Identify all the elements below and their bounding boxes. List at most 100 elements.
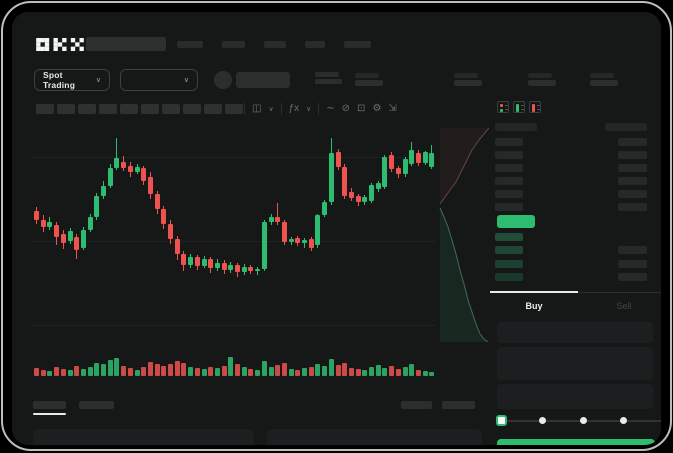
candle-wick bbox=[257, 266, 259, 276]
book-asks-icon[interactable] bbox=[529, 101, 541, 113]
candle-body bbox=[288, 238, 294, 243]
candle-body bbox=[308, 238, 314, 248]
timeframe-button-placeholder[interactable] bbox=[36, 104, 54, 114]
ob-bid-price-placeholder[interactable] bbox=[495, 246, 523, 254]
volume-bar bbox=[154, 364, 160, 376]
nav-item-placeholder[interactable] bbox=[305, 41, 325, 48]
stat-label-placeholder bbox=[355, 73, 379, 78]
volume-bar bbox=[288, 369, 294, 376]
tab-sell[interactable]: Sell bbox=[616, 301, 632, 311]
ob-header-amount-placeholder bbox=[605, 123, 647, 131]
settings-gear-icon[interactable]: ⚙ bbox=[372, 103, 382, 114]
stat-value-placeholder bbox=[590, 80, 618, 86]
nav-item-placeholder[interactable] bbox=[177, 41, 203, 48]
ob-icon-mark bbox=[521, 109, 524, 110]
volume-bar bbox=[134, 370, 140, 376]
ob-ask-price-placeholder[interactable] bbox=[495, 138, 523, 146]
toolbar-divider bbox=[280, 103, 282, 115]
indicators-icon[interactable]: ƒx bbox=[288, 103, 300, 114]
ob-bid-amount-placeholder bbox=[618, 246, 647, 254]
tab-buy[interactable]: Buy bbox=[525, 301, 543, 311]
slider-stop-dot[interactable] bbox=[660, 417, 661, 424]
toolbar-divider bbox=[318, 103, 320, 115]
ob-icon-mark bbox=[500, 104, 503, 107]
nav-item-placeholder[interactable] bbox=[344, 41, 371, 48]
timeframe-button-placeholder[interactable] bbox=[78, 104, 96, 114]
ob-ask-price-placeholder[interactable] bbox=[495, 164, 523, 172]
fullscreen-icon[interactable]: ⇲ bbox=[388, 103, 397, 114]
order-form-field-2[interactable] bbox=[497, 347, 653, 380]
volume-bar bbox=[127, 368, 133, 376]
candle-body bbox=[342, 166, 348, 196]
ob-ask-price-placeholder[interactable] bbox=[495, 203, 523, 211]
order-form-field-1[interactable] bbox=[497, 322, 653, 343]
book-combined-icon[interactable] bbox=[497, 101, 509, 113]
book-bids-icon[interactable] bbox=[513, 101, 525, 113]
slider-stop-dot[interactable] bbox=[539, 417, 546, 424]
timeframe-button-placeholder[interactable] bbox=[183, 104, 201, 114]
candle-body bbox=[395, 168, 401, 175]
chevron-down-icon[interactable]: ∨ bbox=[306, 105, 312, 113]
volume-bar bbox=[362, 370, 368, 376]
timeframe-button-placeholder[interactable] bbox=[225, 104, 243, 114]
market-type-dropdown[interactable]: Spot Trading ∨ bbox=[34, 69, 110, 91]
candle-body bbox=[40, 219, 46, 228]
timeframe-button-placeholder[interactable] bbox=[162, 104, 180, 114]
nav-item-placeholder[interactable] bbox=[264, 41, 286, 48]
candlestick-chart[interactable] bbox=[32, 122, 436, 344]
candle-body bbox=[221, 262, 227, 271]
ob-bid-price-placeholder[interactable] bbox=[495, 260, 523, 268]
measure-tool-icon[interactable]: ⊘ bbox=[341, 103, 351, 114]
nav-item-placeholder[interactable] bbox=[222, 41, 245, 48]
candle-body bbox=[261, 221, 267, 270]
slider-stop-dot[interactable] bbox=[579, 417, 587, 424]
ob-ask-price-placeholder[interactable] bbox=[495, 190, 523, 198]
chevron-down-icon[interactable]: ∨ bbox=[268, 105, 274, 113]
volume-bar bbox=[375, 365, 381, 376]
volume-bar bbox=[101, 364, 106, 376]
candle-body bbox=[194, 257, 200, 266]
pair-name-placeholder bbox=[236, 72, 290, 88]
timeframe-button-placeholder[interactable] bbox=[204, 104, 222, 114]
timeframe-button-placeholder[interactable] bbox=[57, 104, 75, 114]
volume-bar bbox=[429, 372, 435, 376]
volume-bar bbox=[335, 365, 341, 376]
candle-wick bbox=[277, 203, 279, 225]
candle-body bbox=[335, 151, 341, 167]
chart-gridline bbox=[32, 157, 436, 158]
depth-chart bbox=[439, 127, 489, 342]
line-tool-icon[interactable]: ∼ bbox=[326, 103, 335, 114]
timeframe-button-placeholder[interactable] bbox=[141, 104, 159, 114]
chart-style-icon[interactable]: ◫ bbox=[252, 103, 262, 114]
order-history-tab[interactable] bbox=[79, 401, 114, 409]
ob-last-price-badge[interactable] bbox=[497, 215, 535, 228]
ob-ask-price-placeholder[interactable] bbox=[495, 151, 523, 159]
ob-icon-mark bbox=[505, 105, 508, 106]
ob-bid-price-placeholder[interactable] bbox=[495, 233, 523, 241]
pair-search-dropdown[interactable]: ∨ bbox=[120, 69, 198, 91]
slider-stop-dot[interactable] bbox=[620, 417, 627, 424]
volume-bars bbox=[32, 348, 436, 376]
ob-bid-price-placeholder[interactable] bbox=[495, 273, 523, 281]
order-form-field-3[interactable] bbox=[497, 384, 653, 409]
candle-body bbox=[147, 176, 153, 194]
ob-icon-mark bbox=[505, 109, 508, 110]
bottom-action-button-1[interactable] bbox=[401, 401, 432, 409]
timeframe-button-placeholder[interactable] bbox=[99, 104, 117, 114]
ob-icon-mark bbox=[500, 109, 503, 112]
amount-slider-handle[interactable] bbox=[496, 415, 507, 426]
candle-body bbox=[107, 168, 113, 187]
candle-body bbox=[235, 264, 240, 273]
volume-bar bbox=[80, 369, 86, 376]
snapshot-icon[interactable]: ⊡ bbox=[357, 103, 366, 114]
volume-bar bbox=[214, 368, 220, 376]
volume-bar bbox=[121, 366, 127, 376]
volume-bar bbox=[281, 363, 287, 376]
candle-body bbox=[248, 266, 254, 272]
bottom-action-button-2[interactable] bbox=[442, 401, 475, 409]
ob-ask-price-placeholder[interactable] bbox=[495, 177, 523, 185]
timeframe-button-placeholder[interactable] bbox=[120, 104, 138, 114]
orders-tab[interactable] bbox=[33, 401, 66, 409]
candle-wick bbox=[116, 137, 118, 171]
buy-submit-button[interactable] bbox=[497, 439, 655, 445]
